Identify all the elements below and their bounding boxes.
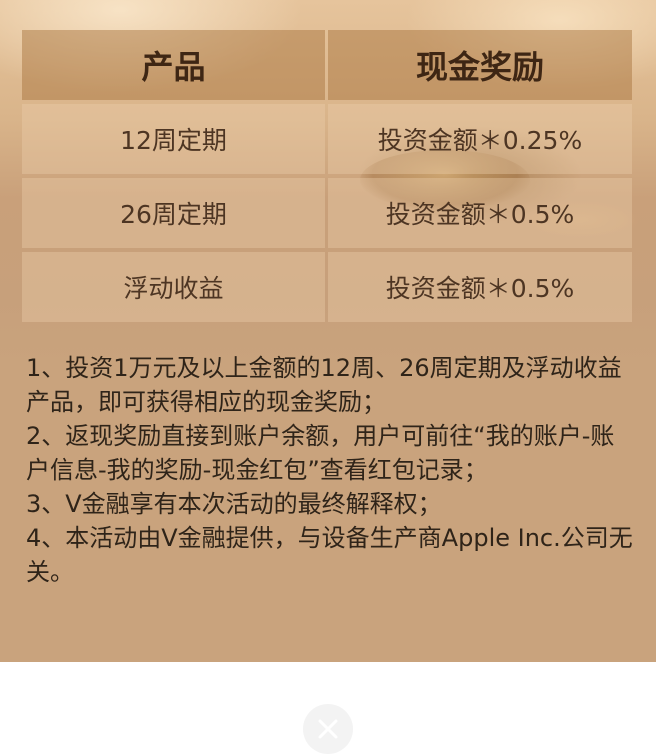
rule-item: 2、返现奖励直接到账户余额，用户可前往“我的账户-账户信息-我的奖励-现金红包”… [26, 422, 615, 484]
header-cash-reward: 现金奖励 [328, 30, 632, 100]
rule-item: 1、投资1万元及以上金额的12周、26周定期及浮动收益产品，即可获得相应的现金奖… [26, 354, 622, 416]
reward-table: 产品 现金奖励 12周定期 投资金额＊0.25% 26周定期 投资金额＊0.5%… [22, 30, 632, 322]
close-icon [317, 718, 339, 740]
close-button[interactable] [303, 704, 353, 754]
rule-item: 3、V金融享有本次活动的最终解释权； [26, 490, 442, 518]
coins-background-image-secondary [520, 200, 640, 240]
table-row: 26周定期 投资金额＊0.5% [22, 178, 632, 248]
product-cell: 26周定期 [22, 178, 325, 248]
table-row: 浮动收益 投资金额＊0.5% [22, 252, 632, 322]
rule-item: 4、本活动由V金融提供，与设备生产商Apple Inc.公司无关。 [26, 524, 633, 586]
product-cell: 浮动收益 [22, 252, 325, 322]
reward-cell: 投资金额＊0.5% [328, 252, 632, 322]
activity-rules-notes: 1、投资1万元及以上金额的12周、26周定期及浮动收益产品，即可获得相应的现金奖… [26, 351, 638, 589]
activity-rules-panel: 产品 现金奖励 12周定期 投资金额＊0.25% 26周定期 投资金额＊0.5%… [0, 0, 656, 662]
coins-background-image [360, 150, 530, 210]
product-cell: 12周定期 [22, 104, 325, 174]
header-product: 产品 [22, 30, 325, 100]
table-header-row: 产品 现金奖励 [22, 30, 632, 100]
reward-cell: 投资金额＊0.5% [328, 178, 632, 248]
table-row: 12周定期 投资金额＊0.25% [22, 104, 632, 174]
reward-cell: 投资金额＊0.25% [328, 104, 632, 174]
